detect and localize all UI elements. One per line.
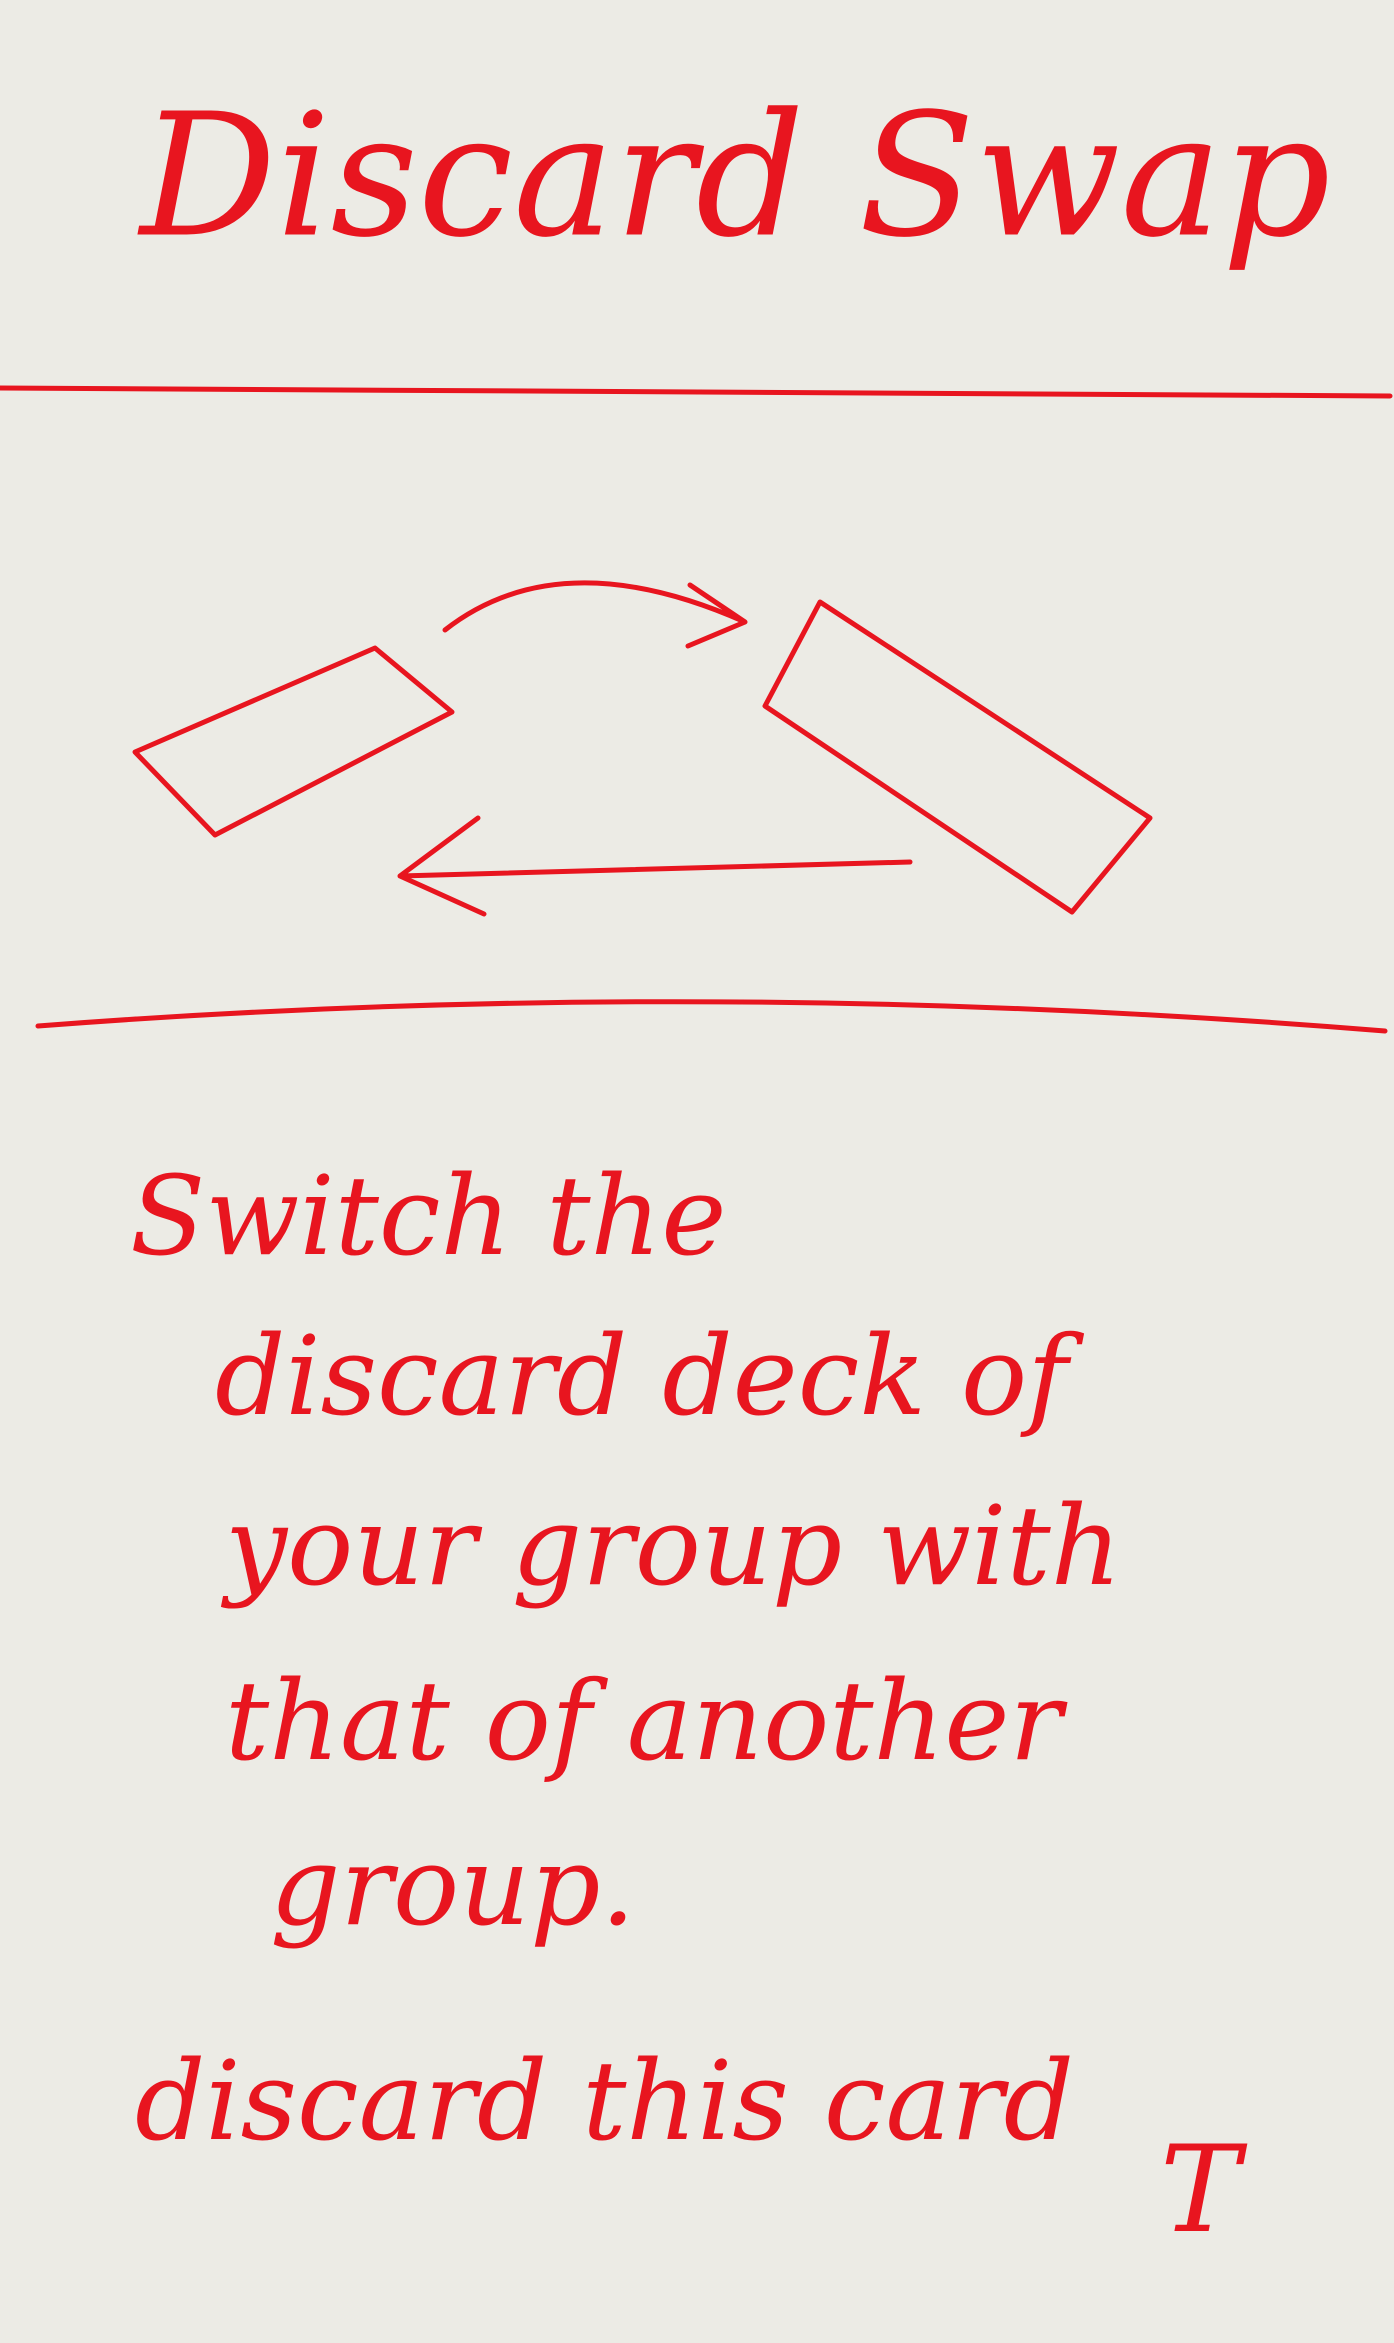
- card-shape: [762, 599, 1153, 915]
- swap-diagram: [132, 580, 1153, 917]
- card-title: Discard Swap: [137, 77, 1331, 275]
- divider: [0, 385, 1393, 399]
- body-line: your group with: [220, 1482, 1122, 1610]
- card-shape: [132, 645, 455, 838]
- arrow: [397, 815, 913, 917]
- body-line: Switch the: [130, 1152, 726, 1280]
- body-line: group.: [270, 1822, 635, 1950]
- body-line: that of another: [225, 1657, 1069, 1785]
- footer-text: discard this card: [135, 2037, 1074, 2165]
- arrow: [442, 580, 748, 649]
- divider: [35, 999, 1388, 1034]
- body-line: discard deck of: [215, 1312, 1084, 1440]
- author-mark: T: [1160, 2121, 1248, 2260]
